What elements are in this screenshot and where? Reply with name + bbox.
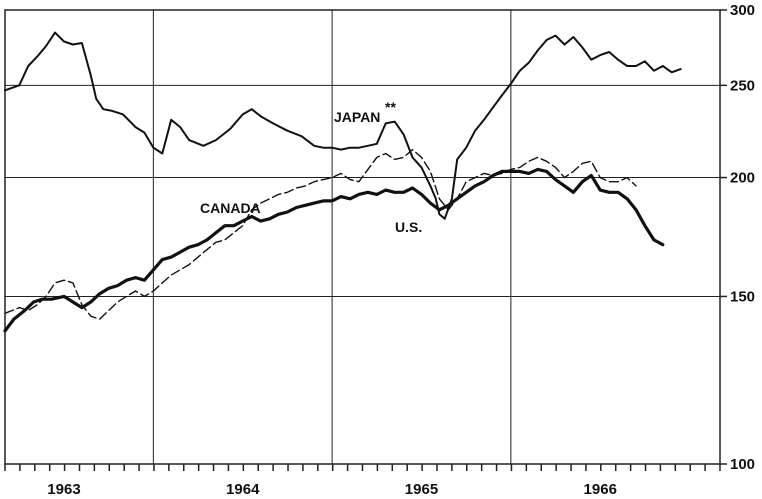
series-line-japan (4, 31, 682, 220)
series-line-us (3, 167, 665, 333)
plot-frame (4, 9, 721, 465)
grid (4, 9, 721, 465)
y-tick-label: 100 (730, 456, 755, 473)
y-tick-label: 300 (730, 2, 755, 19)
series-label-canada: CANADA (200, 200, 261, 216)
x-tick-label: 1964 (226, 481, 260, 498)
x-tick-label: 1965 (405, 481, 438, 498)
y-tick-label: 200 (730, 170, 755, 187)
y-tick-label: 150 (730, 288, 755, 305)
series-label-footnote-marker: ** (385, 99, 396, 115)
series-line-canada (4, 148, 637, 320)
series-lines (3, 31, 682, 333)
x-tick-label: 1963 (47, 481, 80, 498)
x-tick-label: 1966 (584, 481, 617, 498)
axes: 100 150 200 250 300 1963 1964 1965 1966 (4, 2, 755, 498)
series-label-us: U.S. (395, 219, 422, 235)
series-label-japan: JAPAN (334, 109, 380, 125)
y-tick-label: 250 (730, 77, 755, 94)
series-labels: JAPAN ** CANADA U.S. (200, 99, 422, 235)
